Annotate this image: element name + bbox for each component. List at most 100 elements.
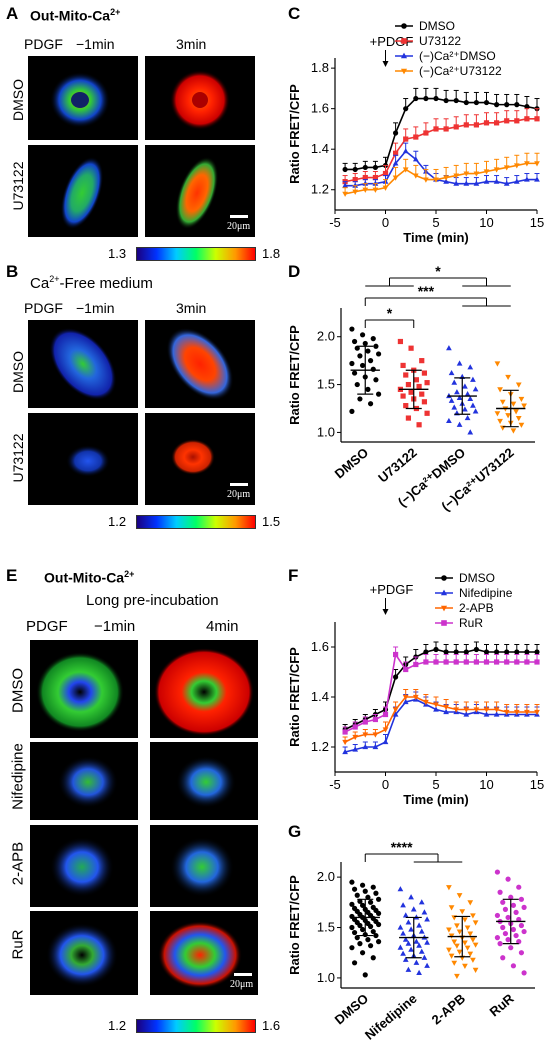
G-point-0-48 bbox=[362, 972, 368, 978]
D-point-2-19 bbox=[472, 408, 479, 414]
F-point-2-9 bbox=[433, 702, 439, 708]
D-point-0-18 bbox=[365, 386, 371, 392]
G-point-3-0 bbox=[494, 869, 501, 875]
D-point-2-0 bbox=[446, 345, 452, 351]
D-sig-label-2: * bbox=[435, 263, 441, 279]
G-significance-0: **** bbox=[364, 839, 463, 863]
D-point-0-6 bbox=[354, 345, 360, 351]
F-series-2 bbox=[342, 689, 540, 746]
F-point-1-0 bbox=[342, 748, 348, 755]
G-point-2-19 bbox=[472, 942, 479, 948]
D-sig-label-1: *** bbox=[418, 283, 435, 299]
panel-b-title-sup: 2+ bbox=[49, 274, 60, 284]
D-point-2-12 bbox=[456, 394, 463, 401]
G-point-1-2 bbox=[418, 899, 425, 905]
C-point-0-17 bbox=[514, 102, 520, 108]
C-point-2-1 bbox=[352, 182, 359, 188]
G-point-3-2 bbox=[516, 884, 522, 890]
panel-b-title: Ca2+-Free medium bbox=[30, 274, 153, 292]
D-point-0-19 bbox=[375, 391, 382, 397]
C-point-3-5 bbox=[392, 175, 399, 181]
C-point-0-9 bbox=[433, 95, 439, 102]
F-point-0-18 bbox=[524, 649, 530, 655]
D-point-2-2 bbox=[467, 364, 474, 370]
D-significance-0: * bbox=[364, 305, 415, 328]
panel-b-title-post: -Free medium bbox=[59, 275, 153, 292]
D-point-0-4 bbox=[362, 340, 368, 347]
C-point-2-16 bbox=[503, 180, 510, 186]
C-xtick-label-1: 0 bbox=[382, 215, 389, 230]
G-point-1-28 bbox=[402, 956, 409, 962]
C-point-1-13 bbox=[473, 122, 479, 128]
G-point-2-1 bbox=[456, 893, 463, 899]
F-series-0 bbox=[342, 641, 540, 733]
F-legend-marker-0 bbox=[441, 575, 447, 581]
D-point-0-0 bbox=[349, 326, 355, 332]
C-annotation: +PDGF bbox=[370, 34, 414, 49]
G-point-3-17 bbox=[500, 924, 506, 931]
F-point-3-1 bbox=[352, 724, 358, 730]
F-point-0-8 bbox=[423, 649, 429, 655]
C-point-3-12 bbox=[463, 171, 470, 177]
F-legend-marker-1 bbox=[440, 589, 448, 596]
F-point-3-3 bbox=[372, 716, 378, 723]
C-point-0-12 bbox=[463, 99, 469, 106]
D-point-2-22 bbox=[446, 417, 452, 424]
D-point-1-17 bbox=[403, 403, 409, 409]
panel-a-row-label-0: DMSO bbox=[10, 79, 26, 121]
G-point-3-4 bbox=[508, 894, 514, 900]
D-point-2-17 bbox=[451, 404, 458, 410]
G-point-1-18 bbox=[413, 938, 420, 944]
F-point-1-15 bbox=[493, 711, 500, 717]
panel-b-title-pre: Ca bbox=[30, 275, 50, 292]
D-point-1-16 bbox=[421, 399, 428, 405]
colorbar-b-max: 1.5 bbox=[262, 514, 281, 529]
C-point-2-15 bbox=[493, 178, 500, 184]
chart-c: -5 0 5 10 15 1.2 1.4 1.6 1.8 Time (min) Ratio FRET… bbox=[287, 19, 544, 245]
F-point-1-14 bbox=[483, 711, 490, 717]
panel-b-col1-label: −1min bbox=[76, 300, 115, 316]
G-point-2-20 bbox=[454, 943, 460, 949]
C-point-1-3 bbox=[372, 174, 378, 181]
D-category-label-0: DMSO bbox=[332, 445, 372, 482]
C-series-3 bbox=[342, 152, 540, 197]
G-point-3-19 bbox=[521, 928, 527, 935]
F-point-3-8 bbox=[423, 659, 429, 665]
D-point-1-13 bbox=[419, 391, 425, 397]
C-point-3-10 bbox=[443, 175, 449, 181]
C-point-3-3 bbox=[372, 187, 379, 193]
C-point-2-3 bbox=[372, 180, 379, 186]
micrograph-e-dmso-before bbox=[30, 640, 138, 738]
C-series-2 bbox=[342, 142, 540, 188]
G-point-0-12 bbox=[359, 902, 366, 908]
D-point-0-5 bbox=[373, 343, 379, 349]
C-point-2-7 bbox=[412, 156, 419, 162]
F-point-3-14 bbox=[483, 659, 490, 665]
G-point-3-24 bbox=[516, 939, 522, 945]
panel-label-b: B bbox=[6, 262, 19, 281]
F-point-2-8 bbox=[423, 699, 429, 706]
C-point-1-18 bbox=[524, 116, 530, 122]
C-point-0-5 bbox=[393, 130, 399, 136]
C-point-0-14 bbox=[483, 99, 490, 106]
F-ytick-label-1: 1.4 bbox=[311, 689, 329, 704]
D-point-1-12 bbox=[408, 389, 414, 395]
D-point-0-13 bbox=[370, 366, 376, 372]
G-point-0-6 bbox=[354, 892, 360, 898]
D-point-0-7 bbox=[365, 348, 371, 354]
G-point-3-3 bbox=[497, 889, 503, 895]
micrograph-a-u73122-after: 20μm bbox=[145, 145, 255, 237]
D-point-0-9 bbox=[357, 353, 363, 359]
G-point-0-31 bbox=[357, 922, 363, 929]
panel-e-title-main: Out-Mito-Ca bbox=[44, 569, 125, 586]
micrograph-b-u73122-before bbox=[28, 413, 138, 505]
F-legend-label-1: Nifedipine bbox=[459, 586, 513, 600]
micrograph-b-dmso-after bbox=[145, 320, 255, 408]
D-point-0-8 bbox=[375, 351, 382, 357]
F-point-0-11 bbox=[453, 649, 459, 655]
micrograph-b-dmso-before bbox=[28, 320, 138, 408]
F-legend-marker-2 bbox=[440, 605, 448, 612]
D-point-1-20 bbox=[405, 415, 412, 421]
C-point-2-2 bbox=[362, 180, 369, 186]
C-point-3-6 bbox=[402, 167, 409, 173]
